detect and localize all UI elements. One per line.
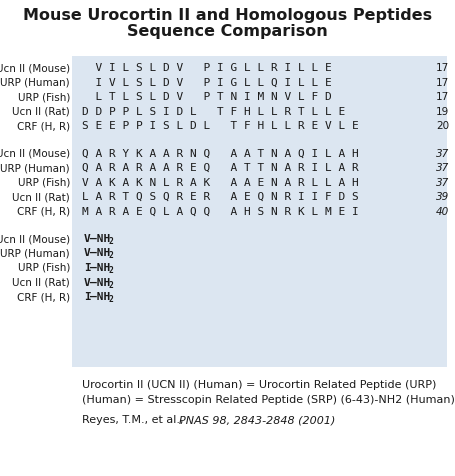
Text: 37: 37 bbox=[436, 148, 449, 158]
Text: 2: 2 bbox=[109, 280, 114, 289]
Text: –NH: –NH bbox=[90, 291, 111, 301]
Text: Ucn II (Mouse): Ucn II (Mouse) bbox=[0, 148, 70, 158]
Text: 2: 2 bbox=[109, 237, 114, 246]
Text: (Human) = Stresscopin Related Peptide (SRP) (6-43)-NH2 (Human): (Human) = Stresscopin Related Peptide (S… bbox=[82, 395, 455, 404]
Text: URP (Human): URP (Human) bbox=[0, 163, 70, 173]
Text: CRF (H, R): CRF (H, R) bbox=[17, 206, 70, 216]
Text: 20: 20 bbox=[436, 121, 449, 131]
Text: CRF (H, R): CRF (H, R) bbox=[17, 291, 70, 301]
Text: URP (Fish): URP (Fish) bbox=[18, 92, 70, 102]
Text: 2: 2 bbox=[109, 251, 114, 260]
Text: 2: 2 bbox=[109, 294, 114, 303]
Text: S E E P P I S L D L   T F H L L R E V L E: S E E P P I S L D L T F H L L R E V L E bbox=[82, 121, 359, 131]
Text: –NH: –NH bbox=[90, 234, 111, 244]
Text: Sequence Comparison: Sequence Comparison bbox=[127, 24, 328, 39]
Text: Q A R A R A A R E Q   A T T N A R I L A R: Q A R A R A A R E Q A T T N A R I L A R bbox=[82, 163, 359, 173]
Text: L T L S L D V   P T N I M N V L F D: L T L S L D V P T N I M N V L F D bbox=[82, 92, 332, 102]
Text: CRF (H, R): CRF (H, R) bbox=[17, 121, 70, 131]
Text: 17: 17 bbox=[436, 92, 449, 102]
Text: Ucn II (Mouse): Ucn II (Mouse) bbox=[0, 63, 70, 73]
Text: 17: 17 bbox=[436, 63, 449, 73]
Text: 2: 2 bbox=[109, 266, 114, 275]
Text: Ucn II (Rat): Ucn II (Rat) bbox=[12, 192, 70, 201]
Text: Q A R Y K A A R N Q   A A T N A Q I L A H: Q A R Y K A A R N Q A A T N A Q I L A H bbox=[82, 148, 359, 158]
Text: V I L S L D V   P I G L L R I L L E: V I L S L D V P I G L L R I L L E bbox=[82, 63, 332, 73]
Text: 19: 19 bbox=[436, 106, 449, 116]
Text: V A K A K N L R A K   A A E N A R L L A H: V A K A K N L R A K A A E N A R L L A H bbox=[82, 177, 359, 187]
Text: 39: 39 bbox=[436, 192, 449, 201]
FancyBboxPatch shape bbox=[72, 57, 447, 367]
Text: –NH: –NH bbox=[90, 277, 111, 287]
Text: Ucn II (Mouse): Ucn II (Mouse) bbox=[0, 234, 70, 244]
Text: 37: 37 bbox=[436, 177, 449, 187]
Text: Mouse Urocortin II and Homologous Peptides: Mouse Urocortin II and Homologous Peptid… bbox=[23, 8, 432, 23]
Text: 17: 17 bbox=[436, 77, 449, 87]
Text: Urocortin II (UCN II) (Human) = Urocortin Related Peptide (URP): Urocortin II (UCN II) (Human) = Urocorti… bbox=[82, 379, 436, 389]
Text: –NH: –NH bbox=[90, 262, 111, 272]
Text: –NH: –NH bbox=[90, 248, 111, 258]
Text: D D P P L S I D L   T F H L L R T L L E: D D P P L S I D L T F H L L R T L L E bbox=[82, 106, 345, 116]
Text: URP (Fish): URP (Fish) bbox=[18, 177, 70, 187]
Text: URP (Fish): URP (Fish) bbox=[18, 262, 70, 272]
Text: Ucn II (Rat): Ucn II (Rat) bbox=[12, 106, 70, 116]
Text: PNAS 98, 2843-2848 (2001): PNAS 98, 2843-2848 (2001) bbox=[179, 414, 335, 424]
Text: Reyes, T.M., et al.,: Reyes, T.M., et al., bbox=[82, 414, 187, 424]
Text: V: V bbox=[84, 234, 91, 244]
Text: L A R T Q S Q R E R   A E Q N R I I F D S: L A R T Q S Q R E R A E Q N R I I F D S bbox=[82, 192, 359, 201]
Text: I: I bbox=[84, 291, 91, 301]
Text: URP (Human): URP (Human) bbox=[0, 248, 70, 258]
Text: V: V bbox=[84, 277, 91, 287]
Text: 37: 37 bbox=[436, 163, 449, 173]
Text: M A R A E Q L A Q Q   A H S N R K L M E I: M A R A E Q L A Q Q A H S N R K L M E I bbox=[82, 206, 359, 216]
Text: I V L S L D V   P I G L L Q I L L E: I V L S L D V P I G L L Q I L L E bbox=[82, 77, 332, 87]
Text: URP (Human): URP (Human) bbox=[0, 77, 70, 87]
Text: V: V bbox=[84, 248, 91, 258]
Text: I: I bbox=[84, 262, 91, 272]
Text: Ucn II (Rat): Ucn II (Rat) bbox=[12, 277, 70, 287]
Text: 40: 40 bbox=[436, 206, 449, 216]
